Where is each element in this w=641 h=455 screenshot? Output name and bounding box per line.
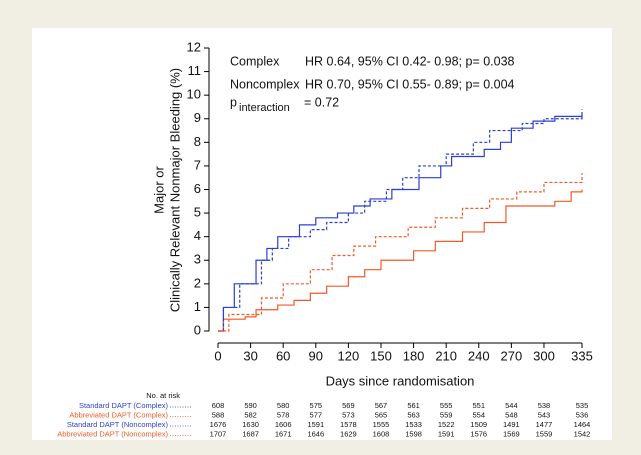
y-tick-label: 2 [194,275,201,290]
risk-count: 559 [440,410,453,419]
x-axis-label: Days since randomisation [326,373,475,388]
risk-count: 590 [244,401,257,410]
risk-count: 580 [277,401,290,410]
risk-count: 535 [576,401,589,410]
y-tick-label: 1 [194,299,201,314]
x-tick-label: 180 [403,348,425,363]
y-tick-label: 9 [194,110,201,125]
risk-count: 548 [505,410,518,419]
risk-count: 1591 [438,429,455,438]
y-tick-label: 4 [194,228,201,243]
risk-row-label: Abbreviated DAPT (Complex) [69,410,168,419]
risk-count: 536 [576,410,589,419]
risk-count: 577 [310,410,323,419]
x-tick-label: 300 [533,348,555,363]
x-tick-label: 210 [435,348,457,363]
risk-count: 1555 [373,420,390,429]
panel [32,28,612,440]
interaction-sub: interaction [239,102,290,114]
risk-count: 588 [212,410,225,419]
annotation-label: Noncomplex [230,77,300,91]
risk-count: 1598 [405,429,422,438]
risk-count: 573 [342,410,355,419]
risk-count: 1671 [275,429,292,438]
risk-count: 1559 [536,429,553,438]
risk-count: 608 [212,401,225,410]
y-tick-label: 6 [194,181,201,196]
y-axis-label: Clinically Relevant Nonmajor Bleeding (%… [167,68,182,312]
risk-count: 1477 [536,420,553,429]
y-tick-label: 10 [187,87,201,102]
risk-count: 551 [473,401,486,410]
risk-count: 1491 [503,420,520,429]
risk-count: 1606 [275,420,292,429]
risk-count: 1533 [405,420,422,429]
x-tick-label: 30 [243,348,257,363]
risk-count: 578 [277,410,290,419]
risk-title: No. at risk [146,391,180,400]
risk-count: 575 [310,401,323,410]
risk-count: 565 [375,410,388,419]
risk-count: 1569 [503,429,520,438]
risk-count: 1509 [470,420,487,429]
y-tick-label: 8 [194,134,201,149]
risk-count: 1591 [307,420,324,429]
risk-count: 561 [407,401,420,410]
risk-count: 1464 [574,420,591,429]
risk-count: 544 [505,401,518,410]
y-tick-label: 11 [188,63,202,78]
y-tick-label: 3 [194,252,201,267]
risk-count: 1578 [340,420,357,429]
x-tick-label: 120 [338,348,360,363]
risk-count: 1676 [210,420,227,429]
x-tick-label: 240 [468,348,490,363]
x-tick-label: 335 [571,348,593,363]
risk-count: 1608 [373,429,390,438]
risk-row-label: Abbreviated DAPT (Noncomplex) [57,429,168,438]
annotation-text: HR 0.70, 95% CI 0.55- 0.89; p= 0.004 [305,77,515,91]
risk-count: 1707 [210,429,227,438]
risk-count: 567 [375,401,388,410]
risk-count: 543 [538,410,551,419]
x-tick-label: 90 [309,348,323,363]
risk-row-label: Standard DAPT (Complex) [79,401,169,410]
x-tick-label: 150 [370,348,392,363]
x-tick-label: 60 [276,348,290,363]
risk-count: 563 [407,410,420,419]
risk-row-label: Standard DAPT (Noncomplex) [67,420,169,429]
risk-count: 1646 [307,429,324,438]
risk-count: 1542 [574,429,591,438]
annotation-label: Complex [230,54,280,68]
risk-count: 538 [538,401,551,410]
y-tick-label: 5 [194,205,201,220]
risk-count: 1576 [470,429,487,438]
x-tick-label: 0 [214,348,221,363]
risk-count: 582 [244,410,257,419]
interaction-p: p [230,95,237,109]
x-tick-label: 270 [501,348,523,363]
risk-count: 554 [473,410,486,419]
km-curve [218,109,583,332]
risk-count: 1629 [340,429,357,438]
risk-count: 1687 [242,429,259,438]
risk-count: 569 [342,401,355,410]
y-tick-label: 7 [194,157,201,172]
km-curve [218,172,583,332]
y-tick-label: 12 [187,39,201,54]
y-tick-label: 0 [194,322,201,337]
risk-count: 1630 [242,420,259,429]
y-axis-label: Major or [151,165,166,213]
annotation-text: HR 0.64, 95% CI 0.42- 0.98; p= 0.038 [305,54,515,68]
risk-count: 1522 [438,420,455,429]
km-curve [218,189,583,332]
interaction-text: = 0.72 [304,95,339,109]
risk-count: 555 [440,401,453,410]
